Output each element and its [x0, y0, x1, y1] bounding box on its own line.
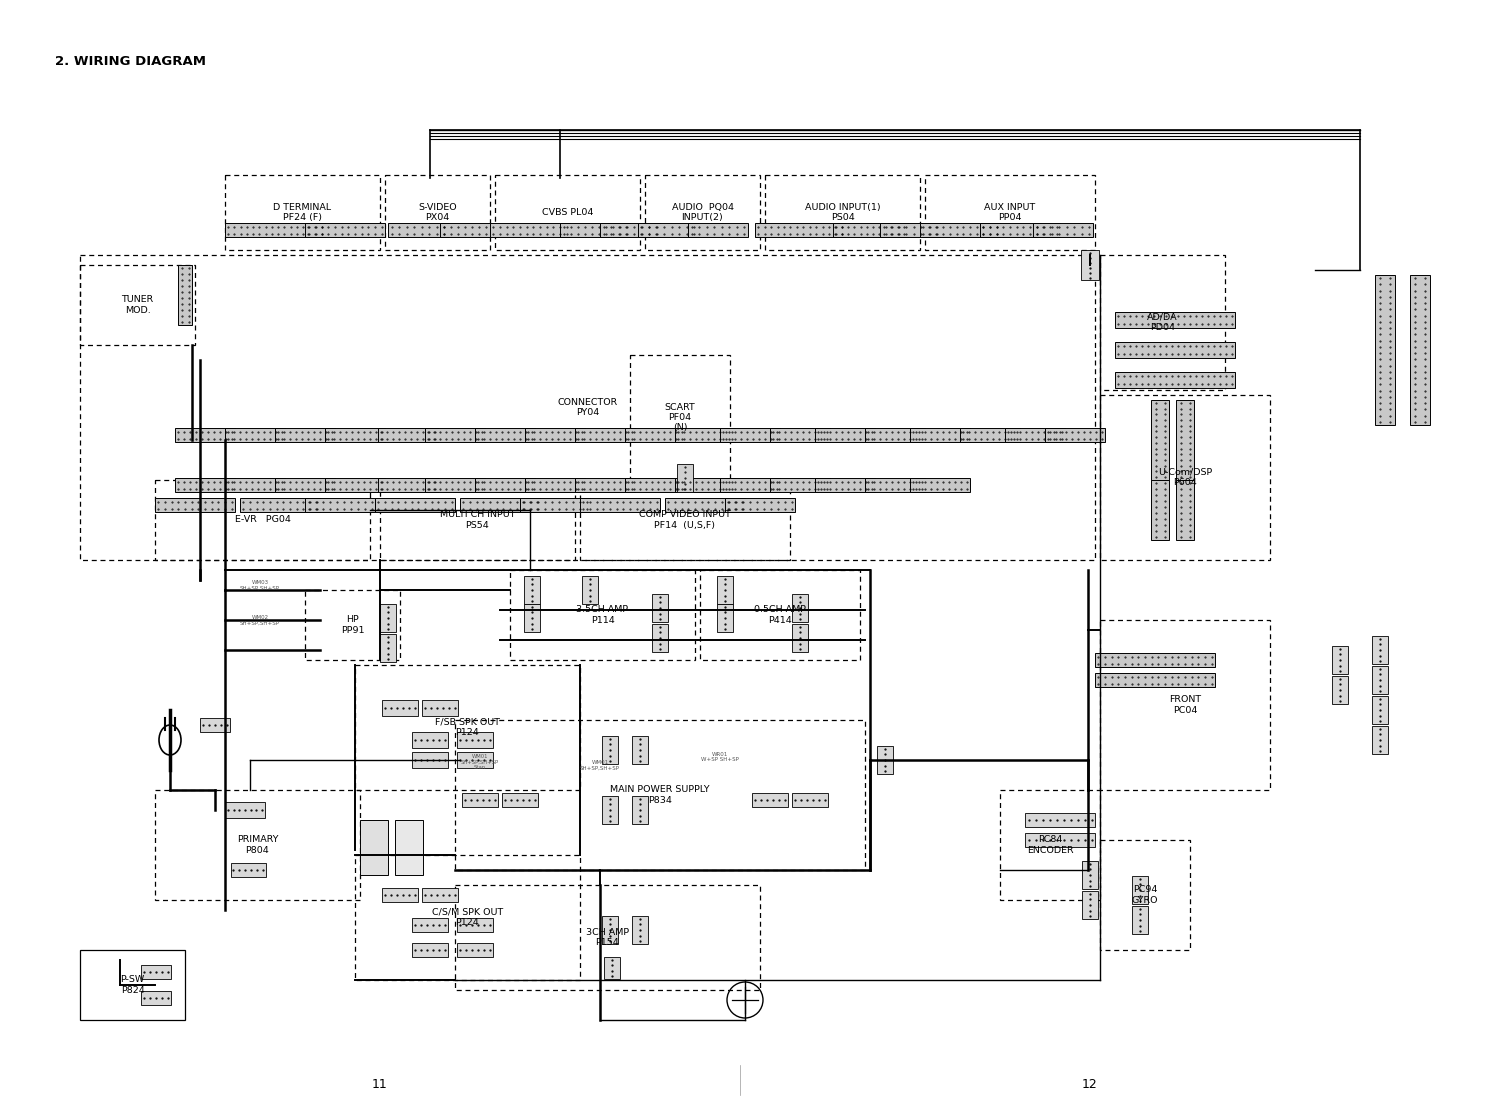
- Bar: [1372, 726, 1388, 754]
- Text: FRONT
PC04: FRONT PC04: [1168, 695, 1202, 715]
- Bar: [424, 428, 484, 442]
- Bar: [326, 428, 386, 442]
- Bar: [413, 752, 448, 768]
- Bar: [833, 223, 908, 237]
- Text: HP
PP91: HP PP91: [340, 615, 364, 635]
- Bar: [717, 576, 734, 604]
- Bar: [524, 604, 540, 632]
- Text: WM01
SH+SP,SH+SP: WM01 SH+SP,SH+SP: [580, 760, 620, 771]
- Text: AUDIO INPUT(1)
PS04: AUDIO INPUT(1) PS04: [804, 203, 880, 222]
- Bar: [652, 594, 668, 622]
- Text: U-Com/DSP
P604: U-Com/DSP P604: [1158, 468, 1212, 487]
- Bar: [375, 498, 454, 512]
- Bar: [560, 223, 630, 237]
- Bar: [378, 428, 438, 442]
- Text: 12: 12: [1082, 1078, 1098, 1092]
- Bar: [1095, 673, 1215, 687]
- Bar: [754, 223, 844, 237]
- Bar: [1150, 400, 1168, 480]
- Text: MAIN POWER SUPPLY
P834: MAIN POWER SUPPLY P834: [610, 785, 710, 804]
- Bar: [1046, 428, 1106, 442]
- Bar: [1176, 400, 1194, 480]
- Bar: [792, 793, 828, 807]
- Text: WM03
SH+SP,SH+SP: WM03 SH+SP,SH+SP: [240, 579, 280, 590]
- Bar: [626, 428, 686, 442]
- Bar: [792, 594, 808, 622]
- Text: PRIMARY
P804: PRIMARY P804: [237, 836, 279, 854]
- Bar: [960, 428, 1020, 442]
- Bar: [580, 480, 790, 560]
- Text: MULTI CH INPUT
PS54: MULTI CH INPUT PS54: [440, 510, 516, 529]
- Bar: [717, 604, 734, 632]
- Bar: [274, 428, 334, 442]
- Bar: [1024, 833, 1095, 847]
- Bar: [920, 223, 1001, 237]
- Bar: [926, 175, 1095, 250]
- Bar: [356, 665, 580, 790]
- Text: WR01
W+SP SH+SP: WR01 W+SP SH+SP: [700, 752, 740, 762]
- Bar: [574, 428, 634, 442]
- Text: CVBS PL04: CVBS PL04: [542, 208, 592, 217]
- Bar: [792, 624, 808, 652]
- Bar: [815, 428, 874, 442]
- Bar: [1000, 790, 1100, 900]
- Bar: [765, 175, 920, 250]
- Bar: [413, 732, 448, 747]
- Bar: [304, 590, 400, 659]
- Bar: [274, 478, 334, 492]
- Bar: [141, 965, 171, 979]
- Text: C/S/M SPK OUT
P124: C/S/M SPK OUT P124: [432, 908, 502, 927]
- Bar: [1332, 646, 1348, 674]
- Bar: [490, 223, 570, 237]
- Bar: [602, 916, 618, 944]
- Bar: [675, 478, 735, 492]
- Bar: [626, 478, 686, 492]
- Bar: [200, 719, 230, 732]
- Bar: [1176, 480, 1194, 540]
- Bar: [878, 746, 892, 774]
- Text: 3.5CH AMP
P114: 3.5CH AMP P114: [576, 605, 628, 625]
- Bar: [458, 752, 494, 768]
- Bar: [582, 576, 598, 604]
- Bar: [462, 793, 498, 807]
- Text: TUNER
MOD.: TUNER MOD.: [122, 295, 153, 314]
- Text: WM02
SH+SP,SH+SP: WM02 SH+SP,SH+SP: [240, 615, 280, 625]
- Bar: [380, 634, 396, 662]
- Bar: [720, 428, 780, 442]
- Text: PC94
GYRO: PC94 GYRO: [1131, 886, 1158, 905]
- Bar: [80, 265, 195, 345]
- Bar: [388, 223, 448, 237]
- Bar: [865, 478, 926, 492]
- Bar: [600, 223, 660, 237]
- Bar: [910, 428, 970, 442]
- Bar: [1024, 813, 1095, 827]
- Text: F/SB SPK OUT
P124: F/SB SPK OUT P124: [435, 717, 500, 737]
- Bar: [1332, 676, 1348, 704]
- Bar: [422, 888, 458, 902]
- Bar: [458, 732, 494, 747]
- Bar: [1376, 275, 1395, 426]
- Bar: [770, 478, 830, 492]
- Bar: [454, 720, 866, 870]
- Bar: [1082, 250, 1100, 280]
- Bar: [176, 428, 236, 442]
- Bar: [178, 265, 192, 325]
- Bar: [1372, 666, 1388, 694]
- Bar: [525, 428, 585, 442]
- Text: PC84
ENCODER: PC84 ENCODER: [1026, 836, 1074, 854]
- Bar: [602, 797, 618, 824]
- Bar: [176, 478, 236, 492]
- Bar: [154, 480, 370, 560]
- Bar: [632, 797, 648, 824]
- Bar: [80, 950, 184, 1020]
- Bar: [520, 498, 590, 512]
- Bar: [675, 428, 735, 442]
- Text: 11: 11: [372, 1078, 388, 1092]
- Bar: [1132, 906, 1148, 934]
- Bar: [980, 223, 1060, 237]
- Bar: [495, 175, 640, 250]
- Bar: [458, 918, 494, 932]
- Bar: [524, 576, 540, 604]
- Bar: [304, 498, 375, 512]
- Bar: [458, 942, 494, 957]
